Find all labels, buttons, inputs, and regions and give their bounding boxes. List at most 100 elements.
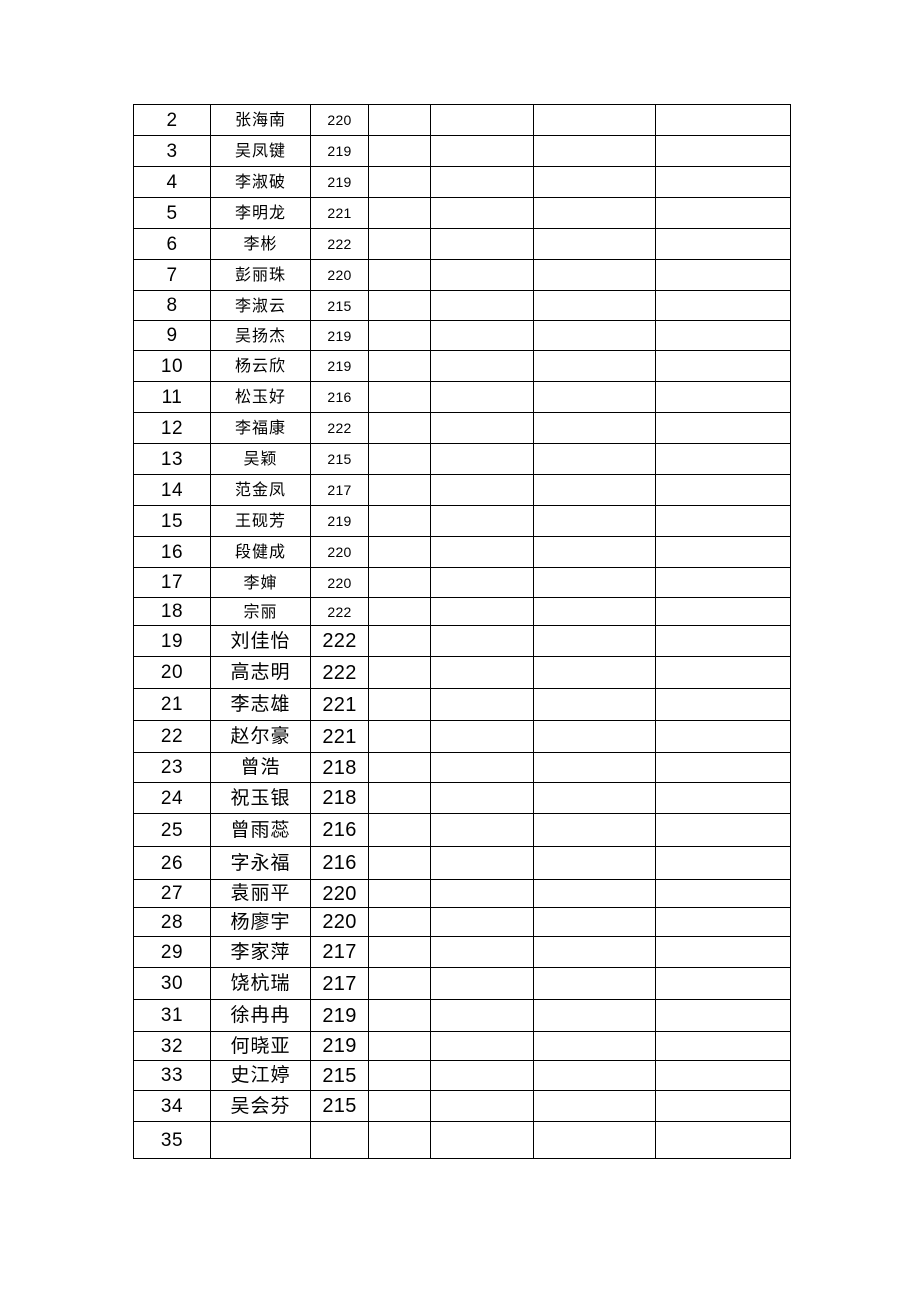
row-blank-cell-1[interactable] bbox=[368, 625, 431, 657]
row-blank-cell-3[interactable] bbox=[533, 625, 656, 657]
row-blank-cell-1[interactable] bbox=[368, 752, 431, 783]
row-blank-cell-1[interactable] bbox=[368, 1060, 431, 1091]
row-blank-cell-3[interactable] bbox=[533, 1090, 656, 1122]
row-blank-cell-1[interactable] bbox=[368, 350, 431, 382]
row-blank-cell-3[interactable] bbox=[533, 688, 656, 721]
row-blank-cell-1[interactable] bbox=[368, 782, 431, 814]
row-blank-cell-3[interactable] bbox=[533, 104, 656, 136]
row-blank-cell-3[interactable] bbox=[533, 381, 656, 413]
row-blank-cell-2[interactable] bbox=[430, 907, 534, 937]
row-blank-cell-3[interactable] bbox=[533, 567, 656, 598]
row-blank-cell-4[interactable] bbox=[655, 381, 791, 413]
row-blank-cell-3[interactable] bbox=[533, 782, 656, 814]
row-blank-cell-2[interactable] bbox=[430, 320, 534, 351]
row-blank-cell-2[interactable] bbox=[430, 999, 534, 1032]
row-blank-cell-3[interactable] bbox=[533, 350, 656, 382]
row-blank-cell-2[interactable] bbox=[430, 536, 534, 568]
row-blank-cell-4[interactable] bbox=[655, 625, 791, 657]
row-blank-cell-4[interactable] bbox=[655, 135, 791, 167]
row-blank-cell-2[interactable] bbox=[430, 350, 534, 382]
row-blank-cell-1[interactable] bbox=[368, 846, 431, 880]
row-blank-cell-1[interactable] bbox=[368, 104, 431, 136]
row-blank-cell-3[interactable] bbox=[533, 320, 656, 351]
row-blank-cell-1[interactable] bbox=[368, 1121, 431, 1159]
row-blank-cell-2[interactable] bbox=[430, 228, 534, 260]
row-blank-cell-4[interactable] bbox=[655, 813, 791, 847]
row-blank-cell-4[interactable] bbox=[655, 290, 791, 321]
row-blank-cell-1[interactable] bbox=[368, 290, 431, 321]
row-blank-cell-1[interactable] bbox=[368, 228, 431, 260]
row-blank-cell-1[interactable] bbox=[368, 1031, 431, 1061]
row-blank-cell-4[interactable] bbox=[655, 320, 791, 351]
row-blank-cell-2[interactable] bbox=[430, 135, 534, 167]
row-blank-cell-1[interactable] bbox=[368, 474, 431, 506]
row-blank-cell-1[interactable] bbox=[368, 166, 431, 198]
row-blank-cell-1[interactable] bbox=[368, 381, 431, 413]
row-blank-cell-3[interactable] bbox=[533, 290, 656, 321]
row-blank-cell-1[interactable] bbox=[368, 259, 431, 291]
row-blank-cell-2[interactable] bbox=[430, 752, 534, 783]
row-blank-cell-2[interactable] bbox=[430, 197, 534, 229]
row-blank-cell-2[interactable] bbox=[430, 720, 534, 753]
row-blank-cell-2[interactable] bbox=[430, 474, 534, 506]
row-blank-cell-1[interactable] bbox=[368, 1090, 431, 1122]
row-blank-cell-2[interactable] bbox=[430, 846, 534, 880]
row-blank-cell-2[interactable] bbox=[430, 1121, 534, 1159]
row-blank-cell-3[interactable] bbox=[533, 999, 656, 1032]
row-blank-cell-3[interactable] bbox=[533, 197, 656, 229]
row-blank-cell-2[interactable] bbox=[430, 813, 534, 847]
row-blank-cell-3[interactable] bbox=[533, 505, 656, 537]
row-blank-cell-4[interactable] bbox=[655, 536, 791, 568]
row-blank-cell-2[interactable] bbox=[430, 936, 534, 968]
row-blank-cell-1[interactable] bbox=[368, 567, 431, 598]
row-blank-cell-2[interactable] bbox=[430, 412, 534, 444]
row-blank-cell-3[interactable] bbox=[533, 474, 656, 506]
row-blank-cell-2[interactable] bbox=[430, 381, 534, 413]
row-blank-cell-3[interactable] bbox=[533, 259, 656, 291]
row-blank-cell-2[interactable] bbox=[430, 967, 534, 1000]
row-blank-cell-2[interactable] bbox=[430, 1090, 534, 1122]
row-blank-cell-4[interactable] bbox=[655, 1060, 791, 1091]
row-blank-cell-3[interactable] bbox=[533, 1031, 656, 1061]
row-blank-cell-3[interactable] bbox=[533, 752, 656, 783]
row-blank-cell-4[interactable] bbox=[655, 567, 791, 598]
row-blank-cell-1[interactable] bbox=[368, 813, 431, 847]
row-blank-cell-4[interactable] bbox=[655, 782, 791, 814]
row-blank-cell-4[interactable] bbox=[655, 907, 791, 937]
row-blank-cell-3[interactable] bbox=[533, 936, 656, 968]
row-blank-cell-4[interactable] bbox=[655, 259, 791, 291]
row-blank-cell-2[interactable] bbox=[430, 688, 534, 721]
row-blank-cell-1[interactable] bbox=[368, 936, 431, 968]
row-blank-cell-4[interactable] bbox=[655, 752, 791, 783]
row-blank-cell-2[interactable] bbox=[430, 166, 534, 198]
row-blank-cell-3[interactable] bbox=[533, 813, 656, 847]
row-blank-cell-3[interactable] bbox=[533, 846, 656, 880]
row-blank-cell-2[interactable] bbox=[430, 259, 534, 291]
row-blank-cell-4[interactable] bbox=[655, 104, 791, 136]
row-blank-cell-4[interactable] bbox=[655, 412, 791, 444]
row-blank-cell-2[interactable] bbox=[430, 625, 534, 657]
row-blank-cell-1[interactable] bbox=[368, 999, 431, 1032]
row-blank-cell-3[interactable] bbox=[533, 1060, 656, 1091]
row-blank-cell-4[interactable] bbox=[655, 1090, 791, 1122]
row-blank-cell-1[interactable] bbox=[368, 320, 431, 351]
row-blank-cell-3[interactable] bbox=[533, 967, 656, 1000]
row-blank-cell-3[interactable] bbox=[533, 135, 656, 167]
row-blank-cell-4[interactable] bbox=[655, 1121, 791, 1159]
row-blank-cell-3[interactable] bbox=[533, 907, 656, 937]
row-blank-cell-2[interactable] bbox=[430, 782, 534, 814]
row-blank-cell-2[interactable] bbox=[430, 505, 534, 537]
row-blank-cell-1[interactable] bbox=[368, 412, 431, 444]
row-blank-cell-1[interactable] bbox=[368, 443, 431, 475]
row-blank-cell-3[interactable] bbox=[533, 597, 656, 626]
row-blank-cell-4[interactable] bbox=[655, 228, 791, 260]
row-blank-cell-3[interactable] bbox=[533, 720, 656, 753]
row-blank-cell-4[interactable] bbox=[655, 505, 791, 537]
row-blank-cell-4[interactable] bbox=[655, 350, 791, 382]
row-blank-cell-4[interactable] bbox=[655, 720, 791, 753]
row-blank-cell-4[interactable] bbox=[655, 688, 791, 721]
row-blank-cell-3[interactable] bbox=[533, 656, 656, 689]
row-blank-cell-3[interactable] bbox=[533, 166, 656, 198]
row-blank-cell-1[interactable] bbox=[368, 505, 431, 537]
row-blank-cell-1[interactable] bbox=[368, 720, 431, 753]
